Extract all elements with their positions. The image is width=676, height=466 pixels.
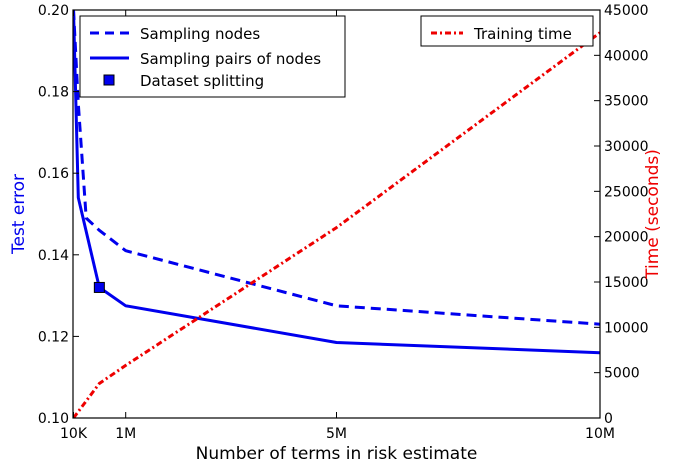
left-tick-label: 0.18: [38, 85, 69, 101]
left-tick-label: 0.10: [38, 411, 69, 427]
legend-label-dataset-splitting: Dataset splitting: [140, 72, 264, 90]
right-tick-label: 25000: [604, 184, 649, 200]
legend-swatch-dataset-splitting: [103, 74, 115, 86]
legend-right: Training time: [420, 15, 594, 47]
right-tick-label: 40000: [604, 48, 649, 64]
legend-label-training-time: Training time: [473, 25, 572, 43]
left-tick-label: 0.20: [38, 3, 69, 19]
right-tick-label: 0: [604, 411, 613, 427]
x-tick-label: 10K: [60, 426, 88, 442]
left-tick-label: 0.14: [38, 248, 69, 264]
legend-label-sampling-pairs: Sampling pairs of nodes: [140, 50, 321, 68]
left-tick-label: 0.16: [38, 166, 69, 182]
right-tick-label: 45000: [604, 3, 649, 19]
legend-left: Sampling nodes Sampling pairs of nodes D…: [79, 15, 346, 98]
right-tick-label: 35000: [604, 94, 649, 110]
right-tick-label: 10000: [604, 320, 649, 336]
series-line-sampling-pairs-of-nodes: [73, 10, 600, 355]
right-tick-label: 5000: [604, 366, 640, 382]
ticks: 0.10 0.12 0.14 0.16 0.18 0.20 0 5000 10000 15000 2…: [38, 3, 649, 442]
x-tick-label: 10M: [585, 426, 615, 442]
right-tick-label: 15000: [604, 275, 649, 291]
right-axis-title: Time (seconds): [643, 149, 663, 280]
series-layer: [73, 10, 600, 418]
left-axis-title: Test error: [9, 174, 29, 255]
x-tick-label: 5M: [326, 426, 347, 442]
x-tick-label: 1M: [115, 426, 136, 442]
x-axis-title: Number of terms in risk estimate: [196, 444, 478, 464]
legend-label-sampling-nodes: Sampling nodes: [140, 25, 260, 43]
marker-dataset-splitting: [93, 281, 105, 293]
left-tick-label: 0.12: [38, 329, 69, 345]
right-tick-label: 20000: [604, 230, 649, 246]
series-line-sampling-nodes: [73, 10, 600, 326]
series-line-training-time: [73, 31, 600, 418]
right-tick-label: 30000: [604, 139, 649, 155]
